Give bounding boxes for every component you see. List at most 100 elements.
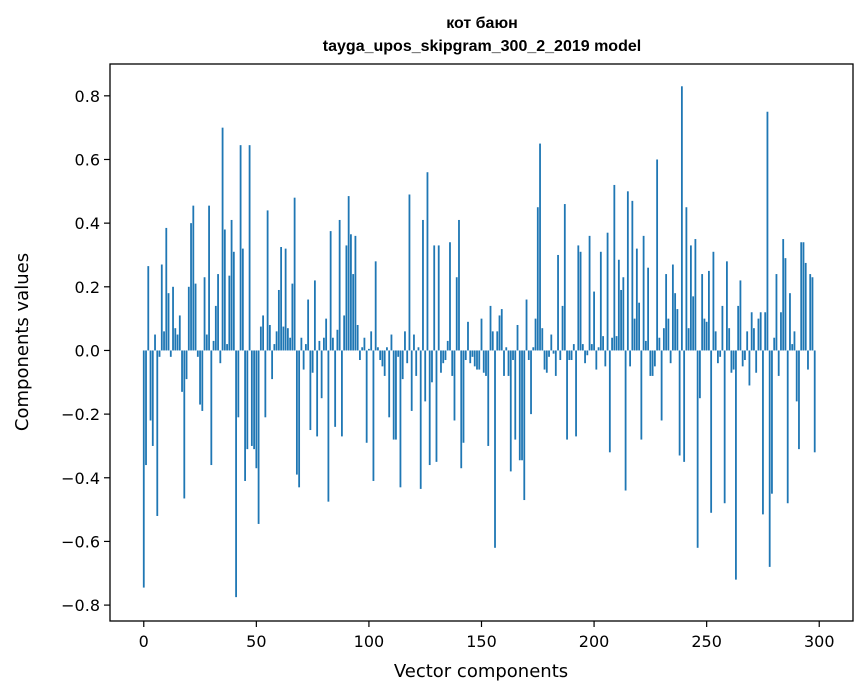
bar — [606, 232, 609, 351]
bar — [500, 309, 503, 351]
bar — [275, 331, 278, 351]
bar — [489, 305, 492, 351]
bar — [219, 350, 222, 364]
y-tick-label: 0.2 — [75, 278, 100, 297]
bar — [503, 350, 505, 376]
bar — [811, 277, 814, 351]
bar — [638, 302, 641, 351]
bar — [291, 283, 294, 351]
bar — [660, 350, 663, 421]
bar — [185, 350, 188, 380]
bar — [780, 312, 782, 351]
bar — [210, 350, 213, 466]
bar — [392, 350, 395, 440]
bar — [512, 350, 514, 361]
bar — [282, 326, 285, 351]
bar — [784, 258, 787, 351]
bar — [611, 337, 613, 351]
bar — [793, 331, 796, 351]
bar — [624, 350, 627, 491]
bar — [332, 337, 334, 351]
bar — [735, 350, 737, 580]
bar — [343, 315, 346, 351]
bar — [169, 350, 172, 357]
bar — [372, 350, 375, 481]
bar — [194, 283, 197, 351]
bar — [644, 340, 647, 351]
y-tick-label: −0.8 — [61, 596, 100, 615]
bar — [142, 350, 145, 588]
bar — [253, 350, 255, 450]
bar — [293, 197, 296, 351]
bar — [807, 350, 809, 370]
bar — [311, 350, 314, 373]
bar — [178, 315, 181, 351]
plot-frame — [109, 63, 854, 622]
bar — [437, 245, 440, 351]
bar — [473, 350, 476, 367]
bar — [507, 350, 510, 376]
bar — [685, 207, 688, 351]
bar — [257, 350, 260, 524]
bar — [509, 350, 512, 472]
bar — [505, 347, 508, 351]
bar — [647, 267, 650, 351]
bar — [746, 331, 749, 351]
bar — [656, 159, 659, 351]
bar — [559, 350, 562, 361]
bar — [338, 219, 341, 351]
bar — [365, 350, 368, 443]
bar — [244, 350, 246, 481]
bar — [446, 340, 449, 351]
bar — [590, 344, 593, 351]
bar — [460, 350, 463, 469]
bar — [557, 254, 559, 351]
bar — [464, 350, 467, 361]
bar — [415, 350, 418, 376]
bar — [250, 350, 253, 446]
bar — [149, 350, 152, 421]
bar — [521, 350, 523, 461]
bar — [530, 350, 532, 415]
bar — [478, 350, 481, 370]
bar — [541, 328, 544, 351]
bar — [748, 350, 751, 386]
y-tick-label: 0.0 — [75, 341, 100, 360]
bar — [449, 242, 451, 351]
bar — [662, 328, 665, 351]
bar — [629, 350, 631, 367]
x-tick-label: 150 — [466, 632, 497, 651]
bar — [701, 274, 704, 351]
bar — [604, 350, 607, 367]
bar-series — [142, 86, 818, 598]
bar — [620, 289, 622, 351]
bar — [433, 245, 436, 351]
bar — [271, 350, 274, 380]
bar — [570, 350, 573, 361]
bar — [390, 334, 393, 351]
bar — [401, 350, 404, 380]
bar — [762, 350, 764, 515]
bar — [719, 350, 722, 357]
y-tick-label: −0.4 — [61, 469, 100, 488]
bar — [527, 350, 530, 361]
bar — [248, 145, 251, 351]
bar — [453, 350, 456, 421]
bar — [599, 251, 602, 351]
bar — [579, 251, 582, 351]
bar — [723, 350, 726, 504]
bar — [766, 111, 769, 351]
bar — [350, 234, 352, 351]
bar — [325, 318, 328, 351]
bar — [408, 194, 411, 351]
bar — [318, 340, 321, 351]
bar — [424, 350, 427, 402]
bar — [199, 350, 201, 405]
bar — [764, 312, 767, 351]
bar — [588, 235, 591, 351]
bar — [676, 309, 679, 351]
bar — [167, 293, 170, 351]
bar — [759, 312, 762, 351]
x-tick-label: 300 — [804, 632, 835, 651]
bar — [699, 350, 701, 399]
